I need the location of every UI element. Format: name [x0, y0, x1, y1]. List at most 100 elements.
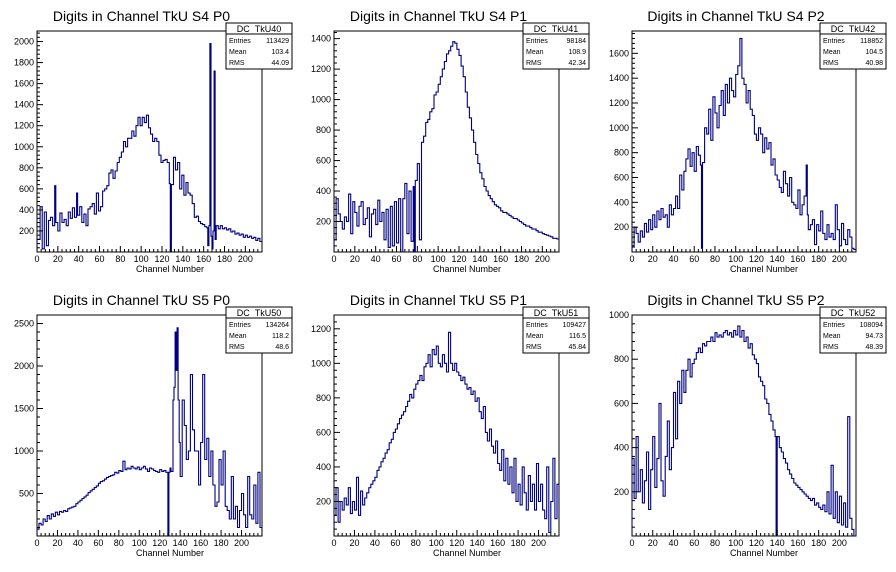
stats-key: Mean — [526, 49, 544, 56]
x-tick-label: 80 — [115, 254, 125, 264]
x-tick-label: 100 — [728, 254, 743, 264]
y-tick-label: 1000 — [14, 446, 34, 456]
stats-key: RMS — [526, 344, 542, 351]
stats-histogram-name: DC_TkU50 — [237, 308, 282, 318]
stats-value: 108094 — [860, 322, 883, 329]
x-tick-label: 80 — [710, 538, 720, 548]
x-tick-label: 40 — [371, 254, 381, 264]
stats-key: Mean — [526, 333, 544, 340]
histogram-panel-tku-s4-p0: Digits in Channel TkU S4 P0 0 20 40 60 80 100 1… — [14, 8, 293, 274]
stats-key: Mean — [823, 333, 841, 340]
stats-box — [522, 306, 590, 354]
x-tick-label: 100 — [429, 538, 444, 548]
chart-title: Digits in Channel TkU S4 P2 — [647, 8, 824, 24]
y-tick-label: 800 — [614, 148, 629, 158]
histogram-line — [632, 37, 856, 252]
x-tick-label: 120 — [449, 538, 464, 548]
x-tick-label: 200 — [832, 538, 847, 548]
stats-key: Mean — [229, 49, 247, 56]
y-tick-label: 200 — [316, 217, 331, 227]
stats-value: 113429 — [266, 38, 289, 45]
chart-title: Digits in Channel TkU S4 P1 — [350, 8, 527, 24]
y-tick-label: 500 — [19, 489, 34, 499]
stats-value: 118.2 — [272, 333, 289, 340]
x-tick-label: 20 — [648, 538, 658, 548]
stats-key: RMS — [229, 344, 245, 351]
x-tick-label: 40 — [668, 254, 678, 264]
histogram-line — [334, 331, 559, 536]
x-tick-label: 160 — [196, 254, 211, 264]
y-tick-label: 2500 — [14, 319, 34, 329]
x-tick-label: 0 — [629, 538, 634, 548]
x-tick-label: 140 — [770, 538, 785, 548]
stats-value: 109427 — [563, 322, 586, 329]
y-tick-label: 200 — [614, 487, 629, 497]
histogram-panel-tku-s4-p2: Digits in Channel TkU S4 P2 0 20 40 60 80 100 1… — [609, 8, 887, 274]
plot-frame — [333, 314, 560, 537]
x-axis-label: Channel Number — [136, 548, 204, 558]
y-tick-label: 600 — [316, 156, 331, 166]
y-tick-label: 1400 — [14, 100, 34, 110]
y-tick-label: 1000 — [311, 95, 331, 105]
y-tick-label: 600 — [614, 173, 629, 183]
x-tick-label: 160 — [490, 538, 505, 548]
x-tick-label: 0 — [34, 254, 39, 264]
y-tick-label: 600 — [19, 184, 34, 194]
x-axis-label: Channel Number — [730, 264, 798, 274]
x-tick-label: 120 — [749, 538, 764, 548]
x-tick-label: 80 — [114, 538, 124, 548]
x-tick-label: 100 — [431, 254, 446, 264]
stats-value: 116.5 — [569, 333, 586, 340]
x-tick-label: 200 — [234, 538, 249, 548]
stats-value: 42.34 — [568, 60, 586, 67]
stats-value: 94.73 — [865, 333, 883, 340]
y-tick-label: 1400 — [609, 73, 629, 83]
histogram-line — [37, 327, 262, 536]
stats-value: 98184 — [567, 38, 587, 45]
x-axis-label: Channel Number — [136, 264, 204, 274]
x-tick-label: 200 — [531, 538, 546, 548]
y-tick-label: 800 — [19, 163, 34, 173]
y-tick-label: 600 — [316, 427, 331, 437]
histogram-line — [632, 325, 856, 536]
stats-value: 40.98 — [865, 60, 883, 67]
histogram-panel-tku-s4-p1: Digits in Channel TkU S4 P1 0 20 40 60 80 100 1… — [311, 8, 590, 274]
stats-value: 44.09 — [271, 60, 289, 67]
stats-key: RMS — [526, 60, 542, 67]
y-tick-label: 2000 — [14, 37, 34, 47]
stats-value: 45.84 — [568, 344, 586, 351]
y-tick-label: 400 — [316, 462, 331, 472]
x-tick-label: 160 — [790, 254, 805, 264]
y-tick-label: 2000 — [14, 361, 34, 371]
y-tick-label: 1200 — [311, 324, 331, 334]
x-tick-label: 40 — [668, 538, 678, 548]
stats-value: 108.9 — [568, 49, 586, 56]
y-tick-label: 200 — [316, 496, 331, 506]
x-tick-label: 40 — [370, 538, 380, 548]
stats-key: Entries — [823, 38, 845, 45]
y-tick-label: 800 — [614, 354, 629, 364]
stats-histogram-name: DC_TkU40 — [237, 24, 282, 34]
x-tick-label: 60 — [689, 538, 699, 548]
x-tick-label: 120 — [154, 254, 169, 264]
x-tick-label: 140 — [470, 538, 485, 548]
x-tick-label: 120 — [451, 254, 466, 264]
y-tick-label: 1600 — [609, 48, 629, 58]
stats-key: Entries — [526, 38, 548, 45]
y-tick-label: 400 — [316, 186, 331, 196]
x-tick-label: 60 — [94, 254, 104, 264]
x-axis-label: Channel Number — [433, 548, 501, 558]
stats-key: RMS — [229, 60, 245, 67]
y-tick-label: 1800 — [14, 58, 34, 68]
stats-box — [522, 22, 590, 70]
stats-value: 103.4 — [271, 49, 289, 56]
stats-value: 48.39 — [865, 344, 883, 351]
x-tick-label: 40 — [74, 254, 84, 264]
x-tick-label: 20 — [350, 254, 360, 264]
stats-histogram-name: DC_TkU52 — [831, 308, 876, 318]
x-tick-label: 160 — [493, 254, 508, 264]
stats-value: 104.5 — [865, 49, 883, 56]
stats-key: Mean — [823, 49, 841, 56]
y-tick-label: 1000 — [609, 310, 629, 320]
